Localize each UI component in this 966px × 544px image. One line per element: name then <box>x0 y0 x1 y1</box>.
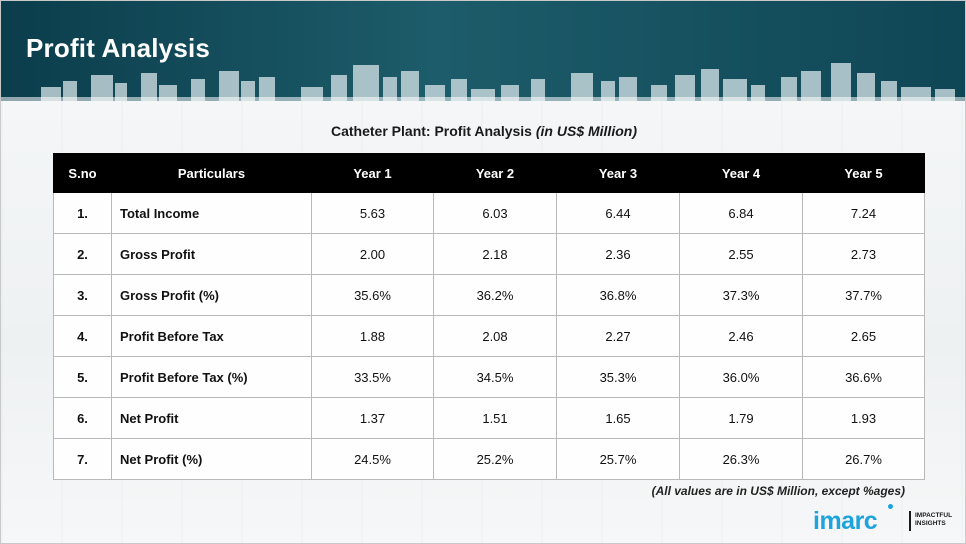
cell-year-5: 26.7% <box>802 438 925 480</box>
cell-year-4: 1.79 <box>679 397 803 439</box>
row-particular: Net Profit <box>111 397 312 439</box>
cell-year-1: 2.00 <box>311 233 434 275</box>
cell-year-2: 34.5% <box>433 356 557 398</box>
row-number: 5. <box>53 356 112 398</box>
column-header-year-1: Year 1 <box>311 153 434 193</box>
cell-year-5: 1.93 <box>802 397 925 439</box>
row-number: 2. <box>53 233 112 275</box>
cell-year-4: 37.3% <box>679 274 803 316</box>
table-caption-text: Catheter Plant: Profit Analysis <box>331 123 532 139</box>
cell-year-2: 1.51 <box>433 397 557 439</box>
cell-year-3: 36.8% <box>556 274 680 316</box>
cell-year-1: 35.6% <box>311 274 434 316</box>
cell-year-1: 33.5% <box>311 356 434 398</box>
cell-year-3: 2.36 <box>556 233 680 275</box>
cell-year-2: 6.03 <box>433 192 557 234</box>
row-particular: Net Profit (%) <box>111 438 312 480</box>
cell-year-3: 25.7% <box>556 438 680 480</box>
row-number: 3. <box>53 274 112 316</box>
cell-year-4: 36.0% <box>679 356 803 398</box>
row-number: 1. <box>53 192 112 234</box>
cell-year-5: 2.65 <box>802 315 925 357</box>
column-header-sno: S.no <box>53 153 112 193</box>
row-particular: Gross Profit (%) <box>111 274 312 316</box>
row-number: 6. <box>53 397 112 439</box>
table-caption-unit: (in US$ Million) <box>535 123 637 139</box>
row-particular: Total Income <box>111 192 312 234</box>
table-row: 6. Net Profit 1.37 1.51 1.65 1.79 1.93 <box>53 397 925 439</box>
table-row: 7. Net Profit (%) 24.5% 25.2% 25.7% 26.3… <box>53 438 925 480</box>
cell-year-3: 2.27 <box>556 315 680 357</box>
column-header-year-3: Year 3 <box>556 153 680 193</box>
column-header-year-5: Year 5 <box>802 153 925 193</box>
cell-year-5: 36.6% <box>802 356 925 398</box>
cell-year-1: 24.5% <box>311 438 434 480</box>
logo-tagline: IMPACTFUL INSIGHTS <box>915 512 952 527</box>
table-row: 4. Profit Before Tax 1.88 2.08 2.27 2.46… <box>53 315 925 357</box>
cell-year-4: 2.46 <box>679 315 803 357</box>
cell-year-2: 25.2% <box>433 438 557 480</box>
row-number: 4. <box>53 315 112 357</box>
cell-year-1: 1.88 <box>311 315 434 357</box>
cell-year-4: 6.84 <box>679 192 803 234</box>
city-skyline-graphic <box>1 63 965 101</box>
profit-table: S.no Particulars Year 1 Year 2 Year 3 Ye… <box>53 153 925 480</box>
table-header-row: S.no Particulars Year 1 Year 2 Year 3 Ye… <box>53 153 925 193</box>
table-row: 1. Total Income 5.63 6.03 6.44 6.84 7.24 <box>53 192 925 234</box>
cell-year-2: 2.08 <box>433 315 557 357</box>
cell-year-5: 37.7% <box>802 274 925 316</box>
table-caption: Catheter Plant: Profit Analysis (in US$ … <box>1 123 965 139</box>
logo-wordmark: imarc <box>813 507 878 535</box>
table-row: 3. Gross Profit (%) 35.6% 36.2% 36.8% 37… <box>53 274 925 316</box>
cell-year-4: 2.55 <box>679 233 803 275</box>
row-particular: Profit Before Tax (%) <box>111 356 312 398</box>
row-particular: Profit Before Tax <box>111 315 312 357</box>
column-header-particulars: Particulars <box>111 153 312 193</box>
cell-year-1: 1.37 <box>311 397 434 439</box>
cell-year-3: 35.3% <box>556 356 680 398</box>
table-row: 2. Gross Profit 2.00 2.18 2.36 2.55 2.73 <box>53 233 925 275</box>
cell-year-3: 1.65 <box>556 397 680 439</box>
cell-year-3: 6.44 <box>556 192 680 234</box>
cell-year-5: 2.73 <box>802 233 925 275</box>
column-header-year-4: Year 4 <box>679 153 803 193</box>
cell-year-2: 36.2% <box>433 274 557 316</box>
logo-divider <box>909 511 911 531</box>
table-row: 5. Profit Before Tax (%) 33.5% 34.5% 35.… <box>53 356 925 398</box>
cell-year-1: 5.63 <box>311 192 434 234</box>
footnote: (All values are in US$ Million, except %… <box>651 484 905 498</box>
page-title: Profit Analysis <box>26 33 211 63</box>
cell-year-4: 26.3% <box>679 438 803 480</box>
column-header-year-2: Year 2 <box>433 153 557 193</box>
cell-year-5: 7.24 <box>802 192 925 234</box>
cell-year-2: 2.18 <box>433 233 557 275</box>
logo-dot-icon <box>888 504 893 509</box>
row-number: 7. <box>53 438 112 480</box>
title-banner: Profit Analysis <box>1 1 965 101</box>
row-particular: Gross Profit <box>111 233 312 275</box>
